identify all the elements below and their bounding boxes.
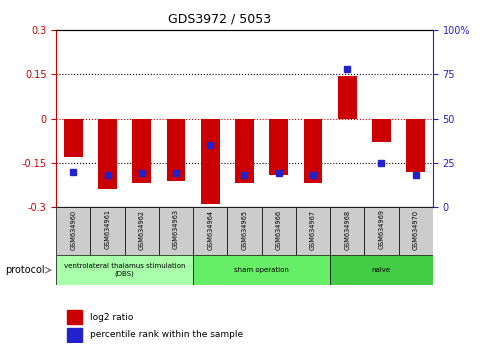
Bar — [201, 119, 219, 204]
Bar — [159, 207, 193, 255]
Bar — [329, 207, 364, 255]
Text: GSM634969: GSM634969 — [378, 210, 384, 250]
Bar — [269, 119, 287, 175]
Bar — [132, 119, 151, 183]
Bar — [66, 328, 82, 342]
Text: GSM634970: GSM634970 — [412, 210, 418, 250]
Text: protocol: protocol — [5, 265, 44, 275]
Text: naive: naive — [371, 267, 390, 273]
Text: log2 ratio: log2 ratio — [90, 313, 133, 322]
Bar — [406, 119, 424, 172]
Text: ventrolateral thalamus stimulation
(DBS): ventrolateral thalamus stimulation (DBS) — [64, 263, 185, 277]
Bar — [235, 119, 253, 183]
Text: GSM634965: GSM634965 — [241, 210, 247, 250]
Bar — [303, 119, 322, 183]
Bar — [64, 119, 82, 157]
Text: percentile rank within the sample: percentile rank within the sample — [90, 330, 243, 339]
Text: GSM634962: GSM634962 — [139, 210, 144, 250]
Bar — [98, 119, 117, 189]
Text: sham operation: sham operation — [234, 267, 288, 273]
Text: GSM634961: GSM634961 — [104, 210, 110, 250]
Bar — [66, 310, 82, 324]
Text: GSM634964: GSM634964 — [207, 210, 213, 250]
Text: GSM634963: GSM634963 — [173, 210, 179, 250]
Bar — [193, 255, 329, 285]
Bar — [329, 255, 432, 285]
Bar — [166, 119, 185, 181]
Text: GSM634966: GSM634966 — [275, 210, 281, 250]
Bar — [371, 119, 390, 142]
Text: GSM634960: GSM634960 — [70, 210, 76, 250]
Bar — [56, 255, 193, 285]
Bar — [337, 76, 356, 119]
Bar — [364, 207, 398, 255]
Bar — [56, 207, 90, 255]
Bar — [90, 207, 124, 255]
Bar — [261, 207, 295, 255]
Bar — [124, 207, 159, 255]
Text: GDS3972 / 5053: GDS3972 / 5053 — [168, 12, 271, 25]
Bar — [227, 207, 261, 255]
Bar — [295, 207, 329, 255]
Text: GSM634967: GSM634967 — [309, 210, 315, 250]
Bar — [398, 207, 432, 255]
Text: GSM634968: GSM634968 — [344, 210, 349, 250]
Bar — [193, 207, 227, 255]
